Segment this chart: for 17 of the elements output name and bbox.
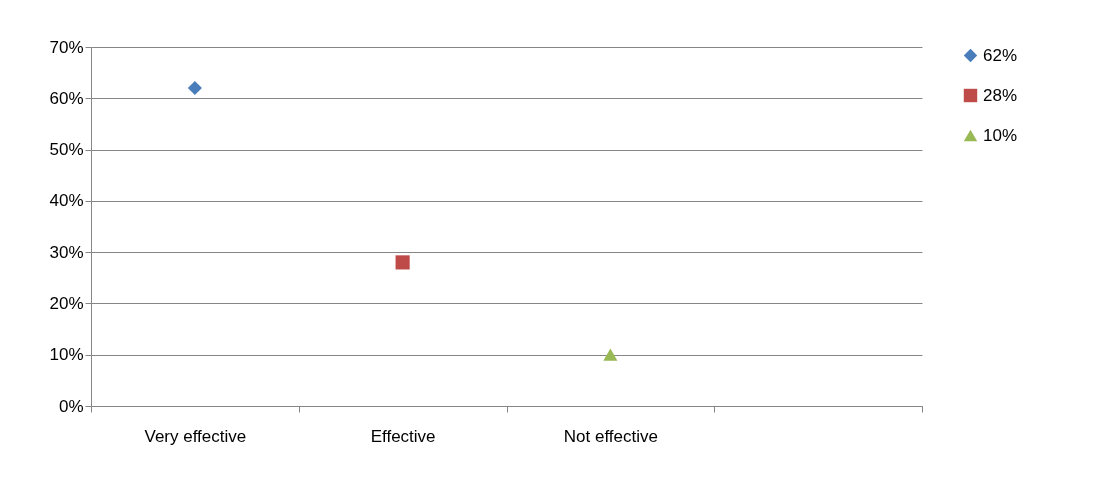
legend-label: 28% xyxy=(983,85,1018,105)
x-tick-label: Effective xyxy=(370,426,436,446)
x-tick-label: Very effective xyxy=(144,426,247,446)
x-tick-label: Not effective xyxy=(563,426,658,446)
y-tick-label: 0% xyxy=(58,396,84,416)
point xyxy=(187,80,202,96)
y-tick-label: 50% xyxy=(49,140,84,160)
point xyxy=(395,255,410,270)
y-tick-label: 10% xyxy=(49,345,84,365)
legend-label: 62% xyxy=(983,45,1018,65)
y-tick-label: 40% xyxy=(49,191,84,211)
y-tick-label: 70% xyxy=(49,37,84,57)
y-tick-label: 30% xyxy=(49,242,84,262)
y-tick-label: 60% xyxy=(49,88,84,108)
legend-label: 10% xyxy=(983,125,1018,145)
y-tick-label: 20% xyxy=(49,293,84,313)
point xyxy=(603,348,618,361)
